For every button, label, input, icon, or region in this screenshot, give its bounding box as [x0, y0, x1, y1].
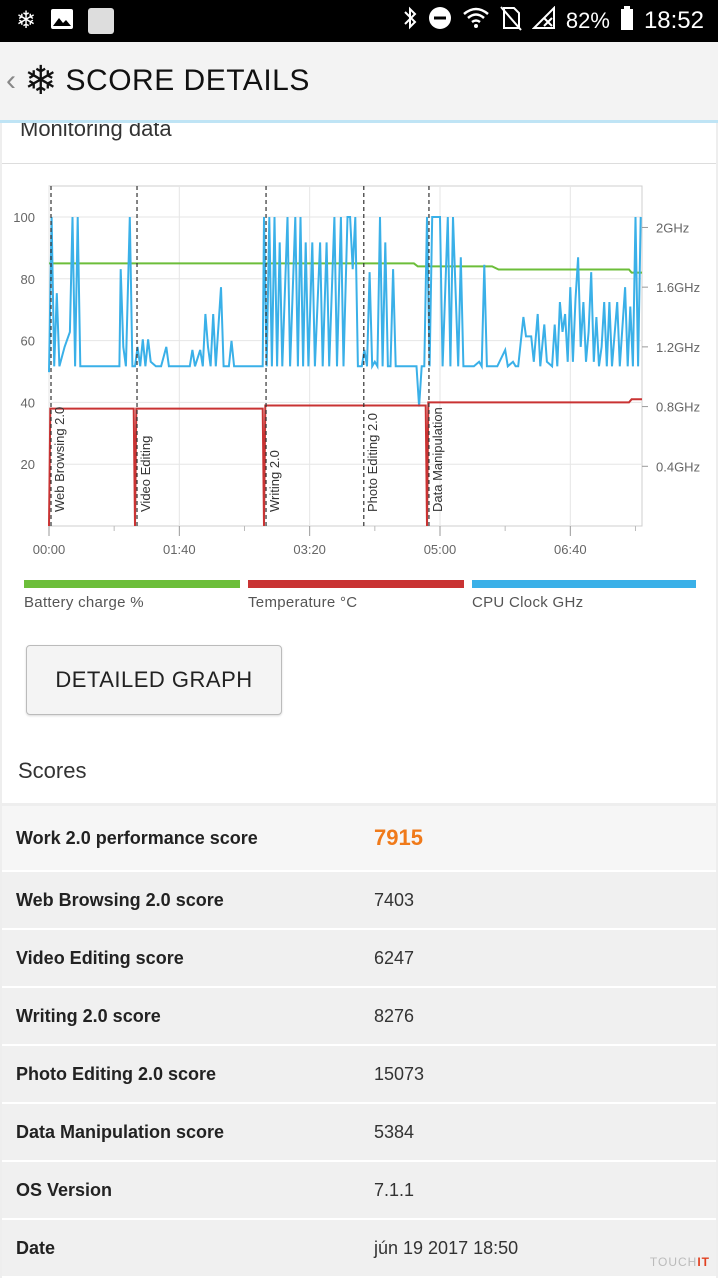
x-tick-label: 00:00	[33, 542, 66, 557]
row-value: 7403	[374, 889, 415, 910]
scores-title: Scores	[18, 758, 87, 783]
row-value: 7.1.1	[374, 1179, 415, 1200]
do-not-disturb-icon	[428, 6, 452, 36]
y-right-tick-label: 0.8GHz	[656, 400, 700, 415]
table-row: Video Editing score 6247	[2, 930, 716, 988]
row-value: 7915	[374, 825, 423, 850]
table-row: Photo Editing 2.0 score 15073	[2, 1046, 716, 1104]
row-key: Data Manipulation score	[16, 1121, 225, 1142]
watermark: TOUCHIT	[650, 1255, 710, 1269]
row-key: Work 2.0 performance score	[16, 827, 258, 848]
row-value: 6247	[374, 947, 415, 968]
row-key: Video Editing score	[16, 947, 184, 968]
row-key: Photo Editing 2.0 score	[16, 1063, 217, 1084]
monitoring-chart: 20 40 60 80 100 0.4GHz 0.8GHz 1.2GHz 1.6GHz 2GHz 0…	[13, 185, 700, 557]
legend-temperature-label: Temperature °C	[248, 594, 358, 611]
legend-cpu-label: CPU Clock GHz	[472, 594, 584, 611]
no-sim-icon	[500, 5, 522, 37]
clock: 18:52	[643, 7, 704, 34]
row-key: Date	[16, 1237, 56, 1258]
x-tick-label: 06:40	[554, 542, 587, 557]
row-value: 15073	[374, 1063, 425, 1084]
page-title: SCORE DETAILS	[65, 64, 310, 97]
test-marker-label: Data Manipulation	[430, 407, 445, 512]
y-left-tick-label: 80	[21, 272, 35, 287]
y-left-tick-label: 100	[13, 210, 35, 225]
bluetooth-icon	[402, 5, 418, 37]
test-marker-label: Photo Editing 2.0	[365, 413, 380, 512]
y-left-tick-label: 40	[21, 395, 35, 410]
table-row: Work 2.0 performance score 7915	[2, 806, 716, 872]
status-bar: ❄ 82% 18:52	[0, 0, 718, 42]
battery-percent: 82%	[565, 8, 610, 33]
y-right-tick-label: 2GHz	[656, 220, 689, 235]
battery-icon	[620, 5, 634, 37]
table-row: Web Browsing 2.0 score 7403	[2, 872, 716, 930]
legend-temperature: Temperature °C	[248, 580, 464, 611]
x-tick-label: 05:00	[424, 542, 457, 557]
y-left-tick-label: 60	[21, 334, 35, 349]
signal-off-icon	[531, 5, 556, 36]
y-right-tick-label: 1.2GHz	[656, 340, 700, 355]
legend-battery: Battery charge %	[24, 580, 240, 611]
series-cpu-line	[48, 216, 642, 407]
test-marker-label: Video Editing	[138, 436, 153, 512]
wifi-icon	[462, 6, 490, 36]
y-left-tick-label: 20	[21, 457, 35, 472]
monitoring-title: Monitoring data	[20, 123, 172, 141]
x-tick-label: 01:40	[163, 542, 196, 557]
legend-cpu-swatch	[472, 580, 696, 588]
scores-table: Work 2.0 performance score 7915 Web Brow…	[2, 806, 716, 1278]
series-battery-line	[49, 262, 642, 274]
square-icon	[88, 8, 115, 34]
legend-battery-swatch	[24, 580, 240, 588]
snowflake-icon: ❄	[16, 7, 37, 34]
detailed-graph-button[interactable]: DETAILED GRAPH	[26, 645, 282, 715]
back-arrow-icon[interactable]: ‹	[6, 64, 16, 97]
table-row: Data Manipulation score 5384	[2, 1104, 716, 1162]
table-row: Date jún 19 2017 18:50	[2, 1220, 716, 1278]
test-marker-label: Web Browsing 2.0	[52, 407, 67, 512]
legend-cpu: CPU Clock GHz	[472, 580, 696, 611]
table-row: Writing 2.0 score 8276	[2, 988, 716, 1046]
app-bar: ‹ ❄ SCORE DETAILS	[0, 42, 718, 123]
watermark-suffix: IT	[697, 1255, 710, 1269]
row-key: Web Browsing 2.0 score	[16, 889, 224, 910]
row-key: OS Version	[16, 1179, 113, 1200]
row-value: jún 19 2017 18:50	[374, 1237, 519, 1258]
y-right-tick-label: 1.6GHz	[656, 280, 700, 295]
image-icon	[50, 8, 74, 35]
row-value: 5384	[374, 1121, 415, 1142]
test-marker-label: Writing 2.0	[267, 450, 282, 512]
legend-temperature-swatch	[248, 580, 464, 588]
row-key: Writing 2.0 score	[16, 1005, 161, 1026]
y-right-tick-label: 0.4GHz	[656, 459, 700, 474]
divider	[2, 163, 716, 164]
table-row: OS Version 7.1.1	[2, 1162, 716, 1220]
legend-battery-label: Battery charge %	[24, 594, 144, 611]
x-tick-label: 03:20	[293, 542, 326, 557]
plot-frame	[48, 185, 643, 527]
snowflake-logo-icon: ❄	[24, 59, 58, 103]
monitoring-card: Monitoring data 20 40 60 80 100 0.4GHz 0.8GHz 1…	[2, 123, 716, 803]
row-value: 8276	[374, 1005, 415, 1026]
series-temperature-line	[48, 398, 642, 527]
watermark-prefix: TOUCH	[649, 1255, 698, 1269]
